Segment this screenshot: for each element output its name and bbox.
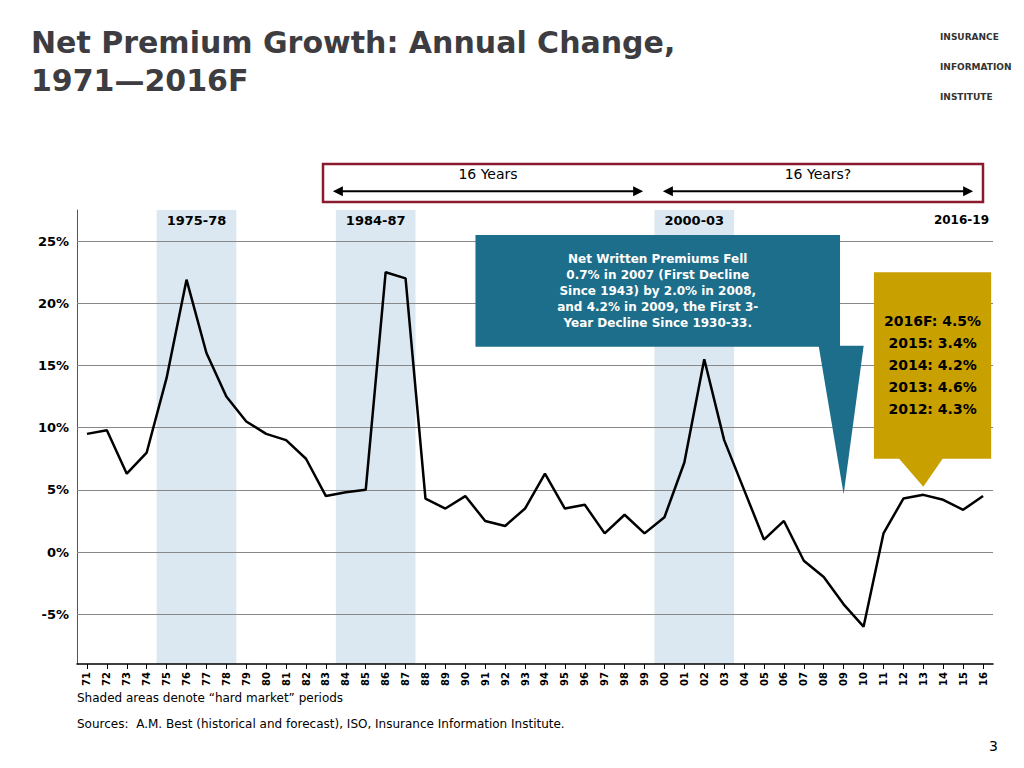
svg-text:2015: 3.4%: 2015: 3.4% (888, 335, 976, 351)
svg-text:and 4.2% in 2009, the First 3-: and 4.2% in 2009, the First 3- (557, 300, 758, 314)
svg-text:11: 11 (878, 672, 889, 686)
svg-text:09: 09 (838, 672, 849, 686)
svg-text:94: 94 (539, 672, 550, 686)
svg-text:10%: 10% (38, 420, 69, 435)
svg-text:83: 83 (320, 672, 331, 686)
svg-text:74: 74 (141, 672, 152, 686)
svg-text:INFORMATION: INFORMATION (940, 62, 1012, 72)
svg-text:04: 04 (739, 672, 750, 686)
svg-text:07: 07 (798, 672, 809, 686)
svg-text:73: 73 (121, 672, 132, 686)
svg-text:01: 01 (679, 672, 690, 686)
svg-text:5%: 5% (47, 482, 69, 497)
svg-text:Year Decline Since 1930-33.: Year Decline Since 1930-33. (562, 316, 752, 330)
svg-text:2012: 4.3%: 2012: 4.3% (888, 401, 976, 417)
svg-text:1971—2016F: 1971—2016F (31, 63, 249, 98)
svg-text:Shaded areas denote “hard mark: Shaded areas denote “hard market” period… (77, 691, 343, 705)
svg-text:87: 87 (400, 672, 411, 686)
svg-text:10: 10 (858, 672, 869, 686)
svg-text:1975-78: 1975-78 (167, 213, 227, 228)
svg-text:00: 00 (659, 672, 670, 686)
svg-text:0.7% in 2007 (First Decline: 0.7% in 2007 (First Decline (566, 268, 749, 282)
svg-text:INSTITUTE: INSTITUTE (940, 92, 993, 102)
svg-text:84: 84 (340, 672, 351, 686)
svg-text:2000-03: 2000-03 (664, 213, 724, 228)
svg-text:0%: 0% (47, 545, 69, 560)
svg-text:05: 05 (759, 672, 770, 686)
svg-text:16 Years?: 16 Years? (785, 166, 852, 182)
svg-text:02: 02 (699, 672, 710, 686)
svg-text:08: 08 (818, 672, 829, 686)
svg-text:INSURANCE: INSURANCE (940, 32, 999, 42)
svg-text:2016-19: 2016-19 (934, 213, 989, 227)
svg-text:78: 78 (221, 672, 232, 686)
svg-text:81: 81 (281, 672, 292, 686)
svg-text:72: 72 (101, 672, 112, 686)
svg-text:89: 89 (440, 672, 451, 686)
svg-text:2013: 4.6%: 2013: 4.6% (888, 379, 976, 395)
svg-text:75: 75 (161, 672, 172, 686)
svg-text:99: 99 (639, 672, 650, 686)
svg-text:1984-87: 1984-87 (346, 213, 406, 228)
svg-text:16: 16 (978, 672, 989, 686)
svg-text:85: 85 (360, 672, 371, 686)
svg-text:97: 97 (599, 672, 610, 686)
svg-text:88: 88 (420, 672, 431, 686)
svg-text:92: 92 (500, 672, 511, 686)
svg-text:90: 90 (460, 672, 471, 686)
svg-text:Net Premium Growth: Annual Cha: Net Premium Growth: Annual Change, (31, 25, 675, 60)
svg-text:80: 80 (261, 672, 272, 686)
svg-text:2014: 4.2%: 2014: 4.2% (888, 357, 976, 373)
svg-text:12: 12 (898, 672, 909, 686)
svg-text:06: 06 (778, 672, 789, 686)
svg-text:16 Years: 16 Years (458, 166, 517, 182)
svg-text:98: 98 (619, 672, 630, 686)
svg-text:Sources: A.M. Best (historica: Sources: A.M. Best (historical and forec… (77, 717, 565, 731)
svg-text:03: 03 (719, 672, 730, 686)
svg-text:15: 15 (958, 672, 969, 686)
svg-text:71: 71 (81, 672, 92, 686)
svg-text:95: 95 (559, 672, 570, 686)
svg-text:13: 13 (918, 672, 929, 686)
svg-text:3: 3 (989, 738, 998, 754)
svg-text:86: 86 (380, 672, 391, 686)
svg-text:91: 91 (480, 672, 491, 686)
svg-text:Net Written Premiums Fell: Net Written Premiums Fell (568, 252, 747, 266)
svg-text:-5%: -5% (42, 607, 69, 622)
svg-text:96: 96 (579, 672, 590, 686)
svg-text:Since 1943) by 2.0% in 2008,: Since 1943) by 2.0% in 2008, (559, 284, 756, 298)
svg-text:82: 82 (301, 672, 312, 686)
svg-text:77: 77 (201, 672, 212, 686)
svg-text:15%: 15% (38, 358, 69, 373)
svg-text:20%: 20% (38, 296, 69, 311)
svg-text:25%: 25% (38, 234, 69, 249)
svg-text:2016F: 4.5%: 2016F: 4.5% (884, 313, 981, 329)
svg-text:76: 76 (181, 672, 192, 686)
svg-text:14: 14 (938, 672, 949, 686)
svg-text:79: 79 (241, 672, 252, 686)
svg-text:93: 93 (520, 672, 531, 686)
